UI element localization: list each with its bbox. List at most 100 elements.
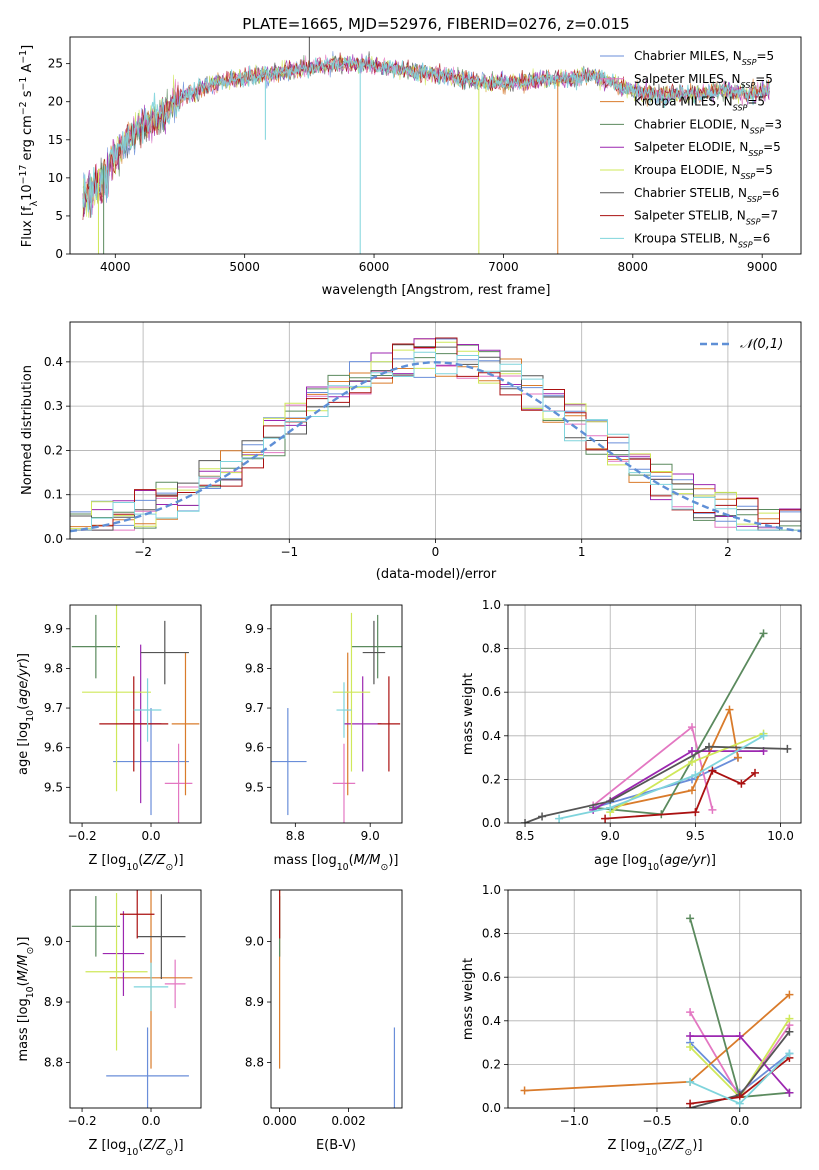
y-tick-label: 0.0 xyxy=(482,1101,501,1115)
legend-label: Kroupa ELODIE, NSSP=5 xyxy=(634,163,773,181)
series-point xyxy=(687,786,696,795)
y-tick-label: 0.2 xyxy=(482,772,501,786)
y-tick-label: 1.0 xyxy=(482,598,501,612)
spectrum-axes: 4000 5000 6000 7000 8000 9000 0 5 10 15 20 25 xyxy=(48,57,778,274)
series-point xyxy=(687,723,696,732)
age_weight-axes: 8.5 9.0 9.5 10.0 0.0 0.2 0.4 0.6 0.8 1.0 xyxy=(482,598,801,843)
y-tick-label: 9.8 xyxy=(245,661,264,675)
y-tick-label: 0.8 xyxy=(482,927,501,941)
y-tick-label: 0.2 xyxy=(482,1057,501,1071)
y-tick-label: 0.1 xyxy=(44,488,63,502)
series-point xyxy=(538,812,547,821)
series-point xyxy=(785,990,794,999)
series-point xyxy=(520,1086,529,1095)
y-tick-label: 9.6 xyxy=(44,741,63,755)
y-tick-label: 9.5 xyxy=(44,780,63,794)
y-tick-label: 15 xyxy=(48,133,63,147)
series-point xyxy=(735,1099,744,1108)
y-tick-label: 0.0 xyxy=(482,816,501,830)
y-tick-label: 9.7 xyxy=(245,701,264,715)
legend-label: Salpeter STELIB, NSSP=7 xyxy=(634,209,778,227)
series-point xyxy=(785,1014,794,1023)
x-tick-label: 4000 xyxy=(100,260,131,274)
series-point xyxy=(686,1042,695,1051)
legend-label: Kroupa STELIB, NSSP=6 xyxy=(634,231,770,249)
series-line xyxy=(558,735,764,820)
legend-label: 𝒩(0,1) xyxy=(740,337,783,352)
y-tick-label: 0.8 xyxy=(482,642,501,656)
x-tick-label: 9000 xyxy=(747,260,778,274)
ebv_mass-plot-area xyxy=(279,890,396,1108)
series-point xyxy=(759,731,768,740)
x-axis-label: mass [log10(M/M⊙)] xyxy=(274,853,399,873)
x-tick-label: 0.000 xyxy=(262,1114,296,1128)
series-point xyxy=(783,744,792,753)
x-axis-label: age [log10(age/yr)] xyxy=(594,853,716,873)
residuals-frame xyxy=(69,321,802,540)
x-tick-label: −1.0 xyxy=(560,1114,589,1128)
series-point xyxy=(751,768,760,777)
x-axis-label: E(B-V) xyxy=(316,1138,356,1153)
y-tick-label: 9.8 xyxy=(44,661,63,675)
y-tick-label: 8.9 xyxy=(44,995,63,1009)
y-axis-label: mass weight xyxy=(461,958,476,1040)
series-point xyxy=(687,757,696,766)
series-point xyxy=(737,779,746,788)
legend-label: Salpeter ELODIE, NSSP=5 xyxy=(634,140,781,158)
series-point xyxy=(725,705,734,714)
x-axis-label: wavelength [Angstrom, rest frame] xyxy=(322,283,551,298)
series-point xyxy=(691,808,700,817)
legend-label: Salpeter MILES, NSSP=5 xyxy=(634,72,773,90)
age_weight-frame xyxy=(507,604,802,824)
x-axis-label: (data-model)/error xyxy=(376,567,497,582)
z_age-frame xyxy=(69,604,202,824)
series-point xyxy=(606,803,615,812)
series-point xyxy=(555,814,564,823)
y-tick-label: 0.4 xyxy=(482,1014,501,1028)
y-tick-label: 9.6 xyxy=(245,741,264,755)
x-axis-label: Z [log10(Z/Z⊙)] xyxy=(607,1138,702,1158)
mass_age-axes: 8.8 9.0 9.5 9.6 9.7 9.8 9.9 xyxy=(245,622,380,843)
y-tick-label: 9.9 xyxy=(245,622,264,636)
age_weight-plot-area xyxy=(521,629,792,823)
series-point xyxy=(733,753,742,762)
plot-layer: 4000 5000 6000 7000 8000 90000510152025wavele… xyxy=(16,36,802,1158)
legend-label: Chabrier MILES, NSSP=5 xyxy=(634,49,774,67)
series-point xyxy=(686,1077,695,1086)
spectrum-frame xyxy=(69,36,802,255)
z_age-plot-area xyxy=(71,605,200,823)
y-tick-label: 0.3 xyxy=(44,399,63,413)
y-tick-label: 9.9 xyxy=(44,622,63,636)
series-point xyxy=(785,1049,794,1058)
y-tick-label: 5 xyxy=(55,209,63,223)
y-tick-label: 8.8 xyxy=(44,1056,63,1070)
x-tick-label: 9.0 xyxy=(601,829,620,843)
y-tick-label: 0.2 xyxy=(44,443,63,457)
x-tick-label: 0.002 xyxy=(331,1114,365,1128)
histogram-1 xyxy=(70,347,801,531)
z_mass-frame xyxy=(69,889,202,1109)
series-point xyxy=(708,805,717,814)
spectrum-line-8 xyxy=(82,55,770,218)
series-point xyxy=(686,914,695,923)
y-tick-label: 0.0 xyxy=(44,532,63,546)
y-tick-label: 9.0 xyxy=(44,934,63,948)
x-tick-label: 0.0 xyxy=(141,1114,160,1128)
series-line xyxy=(592,725,714,811)
x-axis-label: Z [log10(Z/Z⊙)] xyxy=(88,1138,183,1158)
x-tick-label: 5000 xyxy=(229,260,260,274)
series-point xyxy=(521,819,530,823)
z_weight-axes: −1.0 −0.5 0.0 0.0 0.2 0.4 0.6 0.8 1.0 xyxy=(482,883,801,1128)
y-tick-label: 0.4 xyxy=(482,729,501,743)
histogram-8 xyxy=(70,351,801,531)
spectrum-plot-area xyxy=(82,37,770,254)
y-axis-label: Flux [fλ10−17 erg cm−2 s−1 A−1] xyxy=(18,45,40,247)
series-point xyxy=(785,1088,794,1097)
y-tick-label: 0 xyxy=(55,247,63,261)
y-tick-label: 0.4 xyxy=(44,355,63,369)
z_weight-plot-area xyxy=(520,914,794,1108)
z_mass-axes: −0.2 0.0 8.8 8.9 9.0 xyxy=(44,934,161,1128)
x-tick-label: −1 xyxy=(280,545,298,559)
figure-title: PLATE=1665, MJD=52976, FIBERID=0276, z=0… xyxy=(242,15,629,33)
ebv_mass-axes: 0.000 0.002 8.8 8.9 9.0 xyxy=(245,934,366,1128)
